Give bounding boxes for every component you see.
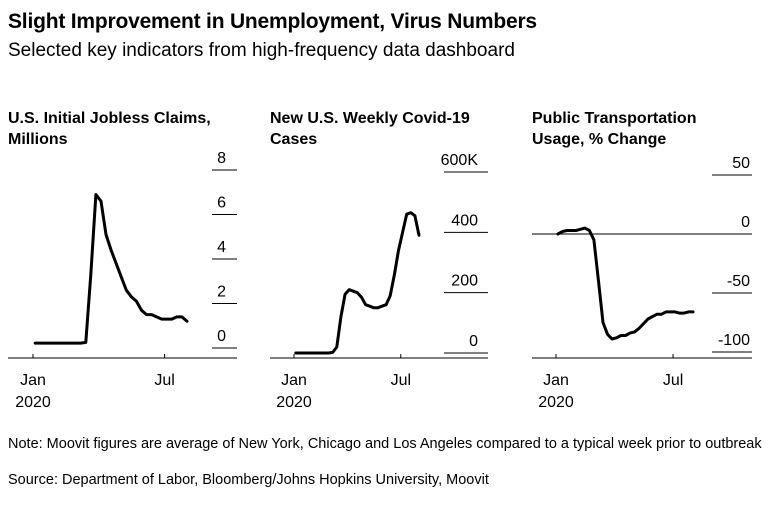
x-tick-label: 2020 <box>276 394 312 411</box>
y-tick-label: -100 <box>718 332 750 349</box>
panel-title-covid: New U.S. Weekly Covid-19 Cases <box>270 110 470 148</box>
x-tick-label: Jul <box>391 372 411 389</box>
y-tick-label: 4 <box>217 239 226 256</box>
charts-canvas: 8 6 4 2 0 Jan 2020 Jul 600K 400 200 0 Jan 2020 Jul 50 0 -… <box>8 150 752 411</box>
x-tick-label: Jan <box>543 372 569 389</box>
chart-title: Slight Improvement in Unemployment, Viru… <box>8 10 537 33</box>
y-tick-label: 50 <box>732 155 750 172</box>
y-tick-label: 200 <box>451 273 478 290</box>
y-tick-label: 0 <box>217 328 226 345</box>
y-tick-label: 600K <box>441 152 479 169</box>
x-tick-label: 2020 <box>538 394 574 411</box>
x-tick-label: Jan <box>281 372 307 389</box>
x-tick-label: Jul <box>154 372 174 389</box>
y-tick-label: 2 <box>217 284 226 301</box>
x-tick-label: Jul <box>663 372 683 389</box>
y-tick-label: 400 <box>451 212 478 229</box>
y-tick-label: 0 <box>469 333 478 350</box>
chart-source: Source: Department of Labor, Bloomberg/J… <box>8 472 489 488</box>
series-line <box>294 211 421 355</box>
panel-title-jobless: U.S. Initial Jobless Claims, Millions <box>8 110 211 148</box>
panel-title-transport: Public Transportation Usage, % Change <box>532 110 697 148</box>
y-tick-label: -50 <box>727 273 750 290</box>
chart-subtitle: Selected key indicators from high-freque… <box>8 40 515 61</box>
y-tick-label: 6 <box>217 195 226 212</box>
y-tick-label: 0 <box>741 214 750 231</box>
x-tick-label: Jan <box>20 372 46 389</box>
series-line <box>556 226 695 341</box>
series-line <box>33 193 189 345</box>
x-tick-label: 2020 <box>15 394 51 411</box>
y-tick-label: 8 <box>217 150 226 167</box>
chart-note: Note: Moovit figures are average of New … <box>8 436 762 452</box>
